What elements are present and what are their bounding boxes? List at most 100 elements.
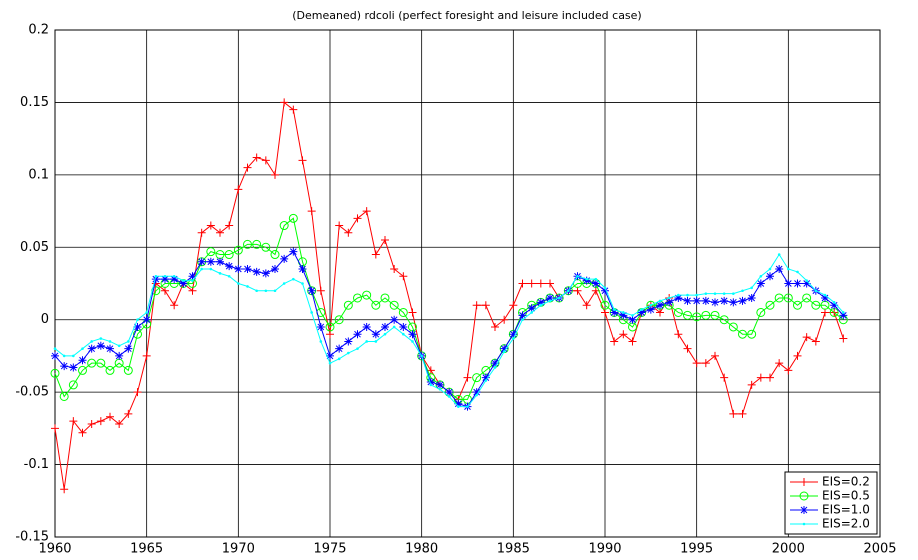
marker [399, 322, 408, 331]
marker [805, 279, 808, 282]
marker [747, 329, 757, 339]
marker [640, 308, 643, 311]
marker [557, 296, 561, 300]
marker [802, 293, 812, 303]
marker [466, 405, 469, 408]
marker [839, 334, 848, 343]
marker [701, 310, 711, 320]
marker [502, 350, 506, 353]
marker [677, 293, 680, 297]
marker [610, 337, 619, 346]
marker [429, 383, 433, 387]
marker [738, 409, 747, 418]
marker [252, 267, 261, 276]
marker [252, 239, 262, 249]
marker [683, 344, 692, 353]
marker [51, 351, 59, 360]
marker [777, 253, 781, 256]
marker [793, 351, 802, 360]
marker [686, 293, 689, 297]
marker [673, 307, 683, 317]
marker [172, 274, 176, 278]
marker [821, 308, 829, 317]
marker [683, 296, 692, 305]
marker [766, 272, 774, 281]
marker [756, 279, 765, 288]
marker [298, 265, 307, 274]
marker [142, 315, 151, 324]
marker [216, 257, 224, 266]
marker [738, 329, 747, 339]
marker [310, 311, 313, 314]
marker [344, 337, 353, 346]
marker [594, 277, 598, 281]
marker [567, 289, 570, 293]
marker [307, 286, 316, 295]
marker [182, 279, 185, 282]
marker [197, 228, 206, 237]
marker [380, 293, 390, 303]
marker [347, 351, 350, 355]
marker [484, 379, 488, 382]
marker [796, 270, 799, 274]
marker [750, 286, 753, 290]
marker [243, 265, 252, 274]
marker [255, 289, 258, 293]
marker [600, 300, 610, 310]
marker [326, 330, 334, 339]
marker [87, 344, 96, 353]
marker [759, 274, 763, 278]
marker [298, 156, 307, 165]
marker [371, 300, 381, 310]
marker [710, 310, 720, 320]
marker [288, 213, 298, 223]
marker [756, 307, 766, 317]
marker [353, 330, 362, 339]
marker [518, 279, 527, 288]
marker [683, 310, 692, 320]
marker [738, 296, 747, 305]
marker [692, 359, 701, 368]
marker [335, 344, 344, 353]
marker [612, 308, 616, 311]
y-tick-label: -0.05 [15, 385, 49, 400]
marker [392, 325, 396, 329]
marker [270, 250, 280, 260]
marker [457, 405, 460, 408]
marker [646, 305, 655, 314]
marker [665, 298, 674, 307]
marker [601, 286, 609, 295]
marker [649, 303, 653, 307]
marker [619, 330, 628, 339]
marker [136, 318, 139, 322]
marker [500, 344, 509, 353]
marker [548, 299, 552, 303]
marker [585, 277, 588, 281]
y-tick-label: 0.05 [20, 240, 49, 255]
marker [362, 322, 371, 331]
marker [787, 267, 790, 271]
marker [692, 296, 701, 305]
marker [170, 275, 179, 284]
marker [768, 267, 772, 271]
marker [188, 272, 197, 281]
marker [234, 185, 243, 194]
marker [793, 279, 802, 288]
marker [720, 296, 729, 305]
marker [96, 341, 105, 350]
legend-marker [800, 506, 808, 514]
marker [793, 300, 802, 310]
marker [399, 272, 408, 281]
marker [87, 420, 96, 429]
marker [87, 358, 97, 368]
marker [78, 356, 87, 365]
marker [68, 380, 78, 390]
marker [59, 391, 69, 401]
legend-label: EIS=2.0 [822, 517, 870, 531]
marker [381, 322, 389, 331]
marker [273, 289, 277, 293]
marker [389, 300, 399, 310]
marker [319, 340, 323, 343]
marker [289, 105, 298, 114]
